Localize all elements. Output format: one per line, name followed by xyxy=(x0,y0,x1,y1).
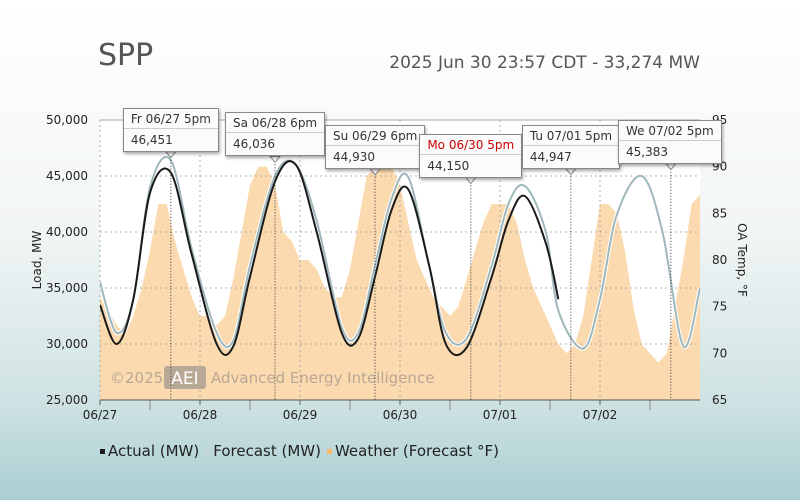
peak-tooltip: We 07/02 5pm 45,383 xyxy=(618,119,722,164)
status-timestamp: 2025 Jun 30 23:57 CDT - 33,274 MW xyxy=(389,53,700,73)
peak-tooltip-value: 46,036 xyxy=(233,137,275,152)
peak-tooltip-value: 45,383 xyxy=(626,144,668,159)
peak-tooltip-label: We 07/02 5pm xyxy=(619,121,721,141)
peak-tooltip: Mo 06/30 5pm 44,150 xyxy=(419,133,523,178)
peak-tooltip-pointer xyxy=(268,155,282,164)
peak-tooltip-pointer xyxy=(564,168,577,176)
peak-tooltip: Sa 06/28 6pm 46,036 xyxy=(225,112,326,157)
y-tick-label: 50,000 xyxy=(46,113,88,127)
peak-tooltip-pointer xyxy=(368,168,382,176)
peak-tooltip-pointer xyxy=(664,163,677,171)
peak-tooltip-label: Mo 06/30 5pm xyxy=(420,135,522,155)
y2-tick-label: 65 xyxy=(712,393,727,407)
watermark-company: Advanced Energy Intelligence xyxy=(211,369,434,387)
x-tick-label: 07/02 xyxy=(583,408,618,422)
x-tick-label: 06/29 xyxy=(283,408,318,422)
forecast-series-line xyxy=(100,155,700,350)
aei-logo-text: AEI xyxy=(171,369,198,389)
peak-tooltip: Fr 06/27 5pm 46,451 xyxy=(122,107,219,152)
y2-tick-label: 80 xyxy=(712,253,727,267)
peak-tooltip-value: 44,947 xyxy=(529,149,572,164)
legend-weather[interactable]: Weather (Forecast °F) xyxy=(326,442,499,460)
legend: Actual (MW) Forecast (MW) Weather (Forec… xyxy=(100,442,499,460)
weather-series-area xyxy=(100,166,700,400)
x-tick-label: 06/27 xyxy=(83,408,118,422)
x-tick-label: 06/28 xyxy=(183,408,218,422)
legend-forecast-swatch xyxy=(205,448,211,454)
aei-logo xyxy=(164,366,206,389)
peak-tooltip-label: Sa 06/28 6pm xyxy=(226,113,325,134)
peak-tooltip-value: 46,451 xyxy=(130,132,173,147)
legend-forecast[interactable]: Forecast (MW) xyxy=(205,442,321,460)
y-tick-label: 45,000 xyxy=(46,169,88,183)
peak-tooltip: Su 06/29 6pm 44,930 xyxy=(325,124,426,169)
watermark-copyright: ©2025 xyxy=(110,369,163,387)
peak-tooltip-label: Su 06/29 6pm xyxy=(326,126,425,146)
peak-tooltip-value: 44,150 xyxy=(427,158,470,173)
legend-forecast-label: Forecast (MW) xyxy=(213,442,321,460)
legend-weather-label: Weather (Forecast °F) xyxy=(334,442,499,460)
x-tick-label: 07/01 xyxy=(483,408,518,422)
y2-tick-label: 70 xyxy=(712,346,727,360)
peak-tooltip-pointer xyxy=(464,177,477,185)
legend-actual[interactable]: Actual (MW) xyxy=(100,442,199,460)
y-tick-label: 25,000 xyxy=(46,393,88,407)
y2-axis-label: OA Temp, °F xyxy=(735,223,749,297)
page-title: SPP xyxy=(98,38,154,73)
peak-tooltip-label: Tu 07/01 5pm xyxy=(522,126,620,146)
watermark: ©2025 AEI Advanced Energy Intelligence xyxy=(110,366,434,389)
y-axis-label: Load, MW xyxy=(30,231,44,290)
y-tick-label: 35,000 xyxy=(46,281,88,295)
y-tick-label: 30,000 xyxy=(46,337,88,351)
legend-actual-swatch xyxy=(100,448,105,454)
peak-tooltip-pointer xyxy=(164,151,177,159)
x-tick-label: 06/30 xyxy=(383,408,418,422)
peak-tooltip-label: Fr 06/27 5pm xyxy=(123,109,218,129)
peak-tooltip: Tu 07/01 5pm 44,947 xyxy=(521,124,621,169)
peak-tooltip-value: 44,930 xyxy=(333,149,375,164)
y2-tick-label: 85 xyxy=(712,206,727,220)
legend-weather-swatch xyxy=(326,448,332,454)
y2-tick-label: 75 xyxy=(712,300,727,314)
legend-actual-label: Actual (MW) xyxy=(108,442,200,460)
y-tick-label: 40,000 xyxy=(46,225,88,239)
